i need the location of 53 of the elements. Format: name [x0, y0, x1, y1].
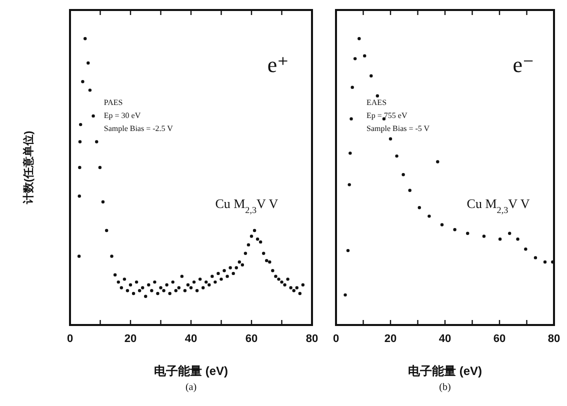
- point: [376, 94, 380, 98]
- y-axis-title: 计数(任意单位): [22, 130, 35, 206]
- annotation: Sample Bias = -2.5 V: [104, 124, 174, 133]
- x-axis-title: 电子能量 (eV): [154, 364, 228, 378]
- point: [348, 152, 352, 155]
- text: (b): [439, 382, 451, 393]
- annotation: e⁻: [512, 52, 534, 77]
- point: [524, 248, 528, 251]
- x-axis-title: 电子能量 (eV): [408, 364, 482, 378]
- point: [370, 74, 373, 78]
- point: [363, 54, 366, 58]
- x-tick-label: 80: [306, 333, 318, 345]
- annotation: EAES: [366, 98, 387, 107]
- point: [440, 223, 444, 226]
- x-tick-label: 80: [548, 333, 560, 345]
- point: [428, 214, 431, 218]
- point: [408, 188, 412, 192]
- point: [498, 237, 502, 241]
- point: [418, 206, 421, 210]
- point: [482, 234, 486, 238]
- annotation: Ep = 30 eV: [104, 111, 141, 120]
- point: [466, 232, 470, 235]
- point: [344, 293, 347, 297]
- x-tick-label: 40: [438, 333, 452, 345]
- point: [453, 228, 456, 232]
- point: [358, 37, 361, 40]
- text: (a): [185, 382, 197, 393]
- point: [350, 117, 353, 120]
- x-tick-label: 60: [245, 333, 258, 345]
- x-tick-label: 20: [384, 333, 397, 345]
- x-tick-label: 40: [184, 333, 198, 345]
- annotation: Sample Bias = -5 V: [366, 124, 430, 133]
- annotation: PAES: [104, 98, 123, 107]
- x-tick-label: 0: [66, 333, 74, 345]
- x-tick-label: 60: [493, 333, 506, 345]
- point: [516, 237, 520, 241]
- point: [402, 173, 405, 176]
- point: [534, 256, 538, 260]
- point: [353, 57, 357, 60]
- point: [346, 248, 350, 252]
- annotation: Cu M$_{2,3}$V V: [215, 196, 279, 215]
- annotation: Ep = 755 eV: [366, 111, 408, 120]
- point: [348, 183, 351, 186]
- point: [543, 260, 547, 264]
- point: [388, 137, 392, 140]
- point: [508, 232, 512, 235]
- annotation: Cu M$_{2,3}$V V: [466, 196, 530, 215]
- x-tick-label: 0: [332, 333, 340, 345]
- x-tick-label: 20: [124, 333, 137, 345]
- point: [395, 154, 398, 158]
- point: [436, 160, 440, 164]
- point: [350, 86, 354, 89]
- annotation: e⁺: [267, 52, 289, 77]
